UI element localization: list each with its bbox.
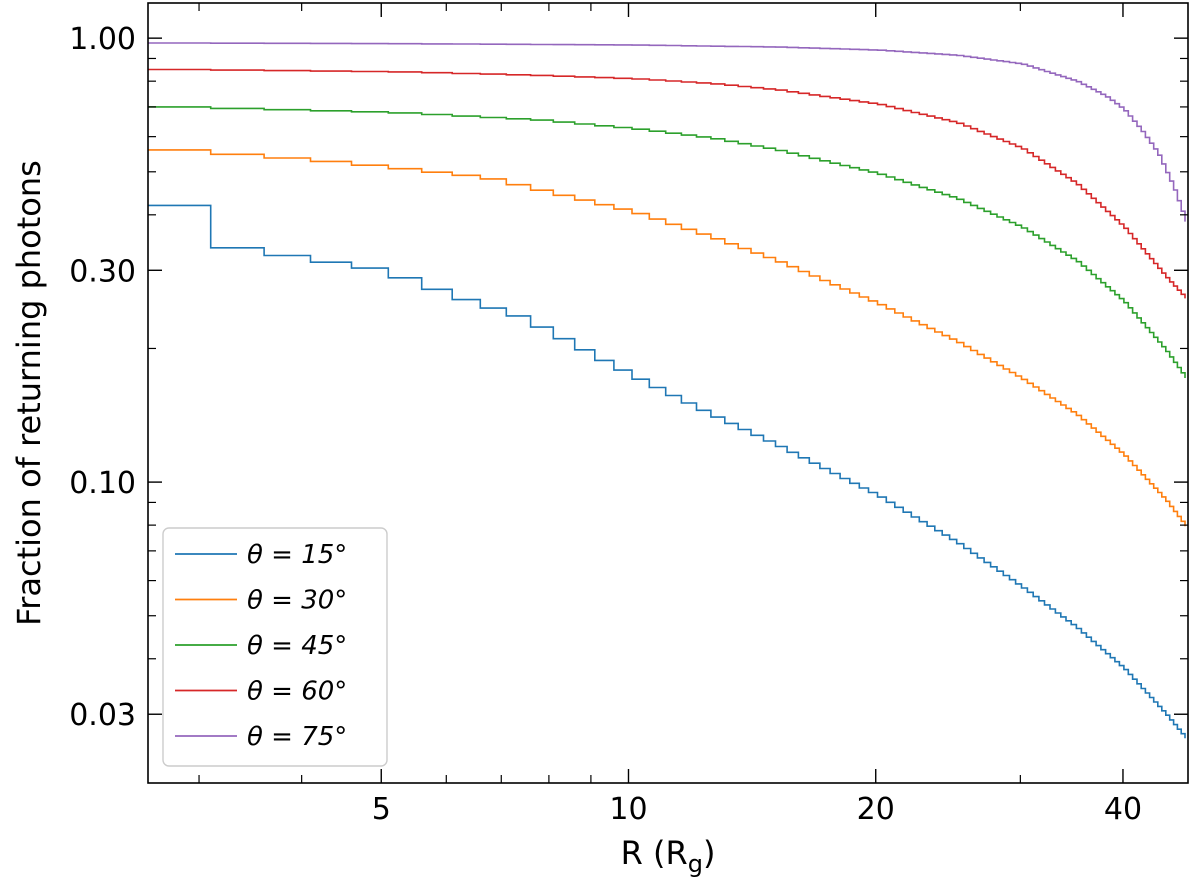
plot-frame (147, 2, 1189, 784)
x-axis-label: R (Rg) (621, 834, 716, 878)
y-axis-label: Fraction of returning photons (10, 160, 48, 626)
series-line-5 (148, 42, 1186, 222)
x-tick-label: 40 (1104, 792, 1142, 827)
x-tick-label: 5 (372, 792, 391, 827)
x-axis-label-sub: g (688, 850, 703, 878)
legend-label: θ = 30° (247, 586, 347, 616)
legend-label: θ = 15° (247, 540, 347, 570)
legend: θ = 15° θ = 30° θ = 45° θ = 60° θ = 75° (162, 527, 388, 767)
x-tick-label: 10 (609, 792, 647, 827)
series-layer (148, 42, 1186, 739)
series-line-4 (148, 68, 1186, 299)
series-line-2 (148, 149, 1186, 527)
legend-label: θ = 60° (247, 677, 347, 707)
x-tick-label: 20 (857, 792, 895, 827)
legend-label: θ = 75° (247, 722, 347, 752)
x-axis-label-main: R (R (621, 834, 688, 872)
x-axis-label-close: ) (703, 834, 715, 872)
legend-label: θ = 45° (247, 631, 347, 661)
legend-frame (162, 527, 388, 767)
series-line-3 (148, 106, 1186, 378)
ticks-layer: 5 10 20 40 0.03 0.10 0.30 1.00 (69, 3, 1188, 827)
y-tick-label: 1.00 (69, 22, 136, 57)
y-tick-label: 0.10 (69, 466, 136, 501)
series-line-1 (148, 204, 1186, 739)
y-tick-label: 0.30 (69, 254, 136, 289)
y-tick-label: 0.03 (69, 698, 136, 733)
